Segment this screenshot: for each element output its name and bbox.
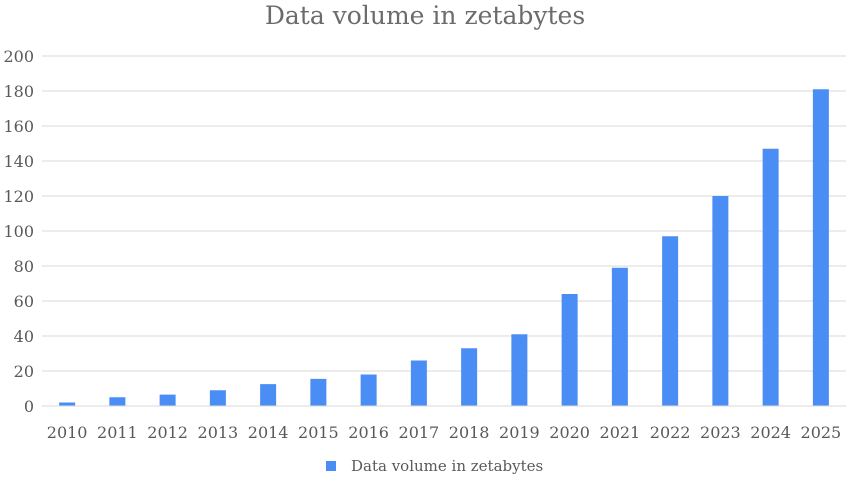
chart-title: Data volume in zetabytes xyxy=(265,1,585,30)
x-tick-label: 2012 xyxy=(147,423,188,442)
bar-2019 xyxy=(511,334,528,406)
y-tick-label: 100 xyxy=(3,222,34,241)
x-tick-label: 2022 xyxy=(650,423,691,442)
y-tick-label: 160 xyxy=(3,117,34,136)
bar-2021 xyxy=(611,267,628,406)
x-tick-label: 2020 xyxy=(549,423,590,442)
bar-2020 xyxy=(561,294,578,406)
bar-2016 xyxy=(360,374,377,406)
x-tick-label: 2024 xyxy=(750,423,791,442)
x-tick-label: 2015 xyxy=(298,423,339,442)
y-tick-label: 0 xyxy=(24,397,34,416)
bar-2014 xyxy=(260,384,277,406)
bar-2025 xyxy=(812,89,829,406)
y-tick-label: 40 xyxy=(14,327,34,346)
bar-2018 xyxy=(461,348,478,406)
x-tick-label: 2023 xyxy=(700,423,741,442)
x-tick-label: 2017 xyxy=(399,423,440,442)
y-tick-label: 20 xyxy=(14,362,34,381)
x-tick-label: 2018 xyxy=(449,423,490,442)
x-tick-label: 2025 xyxy=(801,423,842,442)
bar-2015 xyxy=(310,378,327,406)
bar-2017 xyxy=(410,360,427,406)
y-tick-label: 60 xyxy=(14,292,34,311)
legend-swatch xyxy=(326,461,336,471)
y-tick-label: 140 xyxy=(3,152,34,171)
x-axis-tick-labels: 2010 2011 2012 2013 2014 2015 2016 2017 2018 2019… xyxy=(47,423,841,442)
bar-2012 xyxy=(159,394,176,406)
bar-2022 xyxy=(662,236,679,406)
x-tick-label: 2016 xyxy=(348,423,389,442)
bar-2024 xyxy=(762,148,779,406)
x-tick-label: 2010 xyxy=(47,423,88,442)
bar-2010 xyxy=(59,402,76,406)
x-tick-label: 2014 xyxy=(248,423,289,442)
bar-2011 xyxy=(109,397,126,406)
legend: Data volume in zetabytes xyxy=(326,457,543,475)
y-tick-label: 200 xyxy=(3,47,34,66)
x-tick-label: 2011 xyxy=(97,423,138,442)
bar-2023 xyxy=(712,196,729,406)
bars xyxy=(59,89,829,406)
bar-2013 xyxy=(209,390,226,406)
x-tick-label: 2021 xyxy=(600,423,641,442)
gridlines xyxy=(42,55,846,372)
y-axis-tick-labels: 0 20 40 60 80 100 120 140 160 180 200 xyxy=(3,47,34,416)
y-tick-label: 80 xyxy=(14,257,34,276)
x-tick-label: 2019 xyxy=(499,423,540,442)
y-tick-label: 180 xyxy=(3,82,34,101)
legend-label: Data volume in zetabytes xyxy=(351,457,543,475)
x-tick-label: 2013 xyxy=(198,423,239,442)
y-tick-label: 120 xyxy=(3,187,34,206)
